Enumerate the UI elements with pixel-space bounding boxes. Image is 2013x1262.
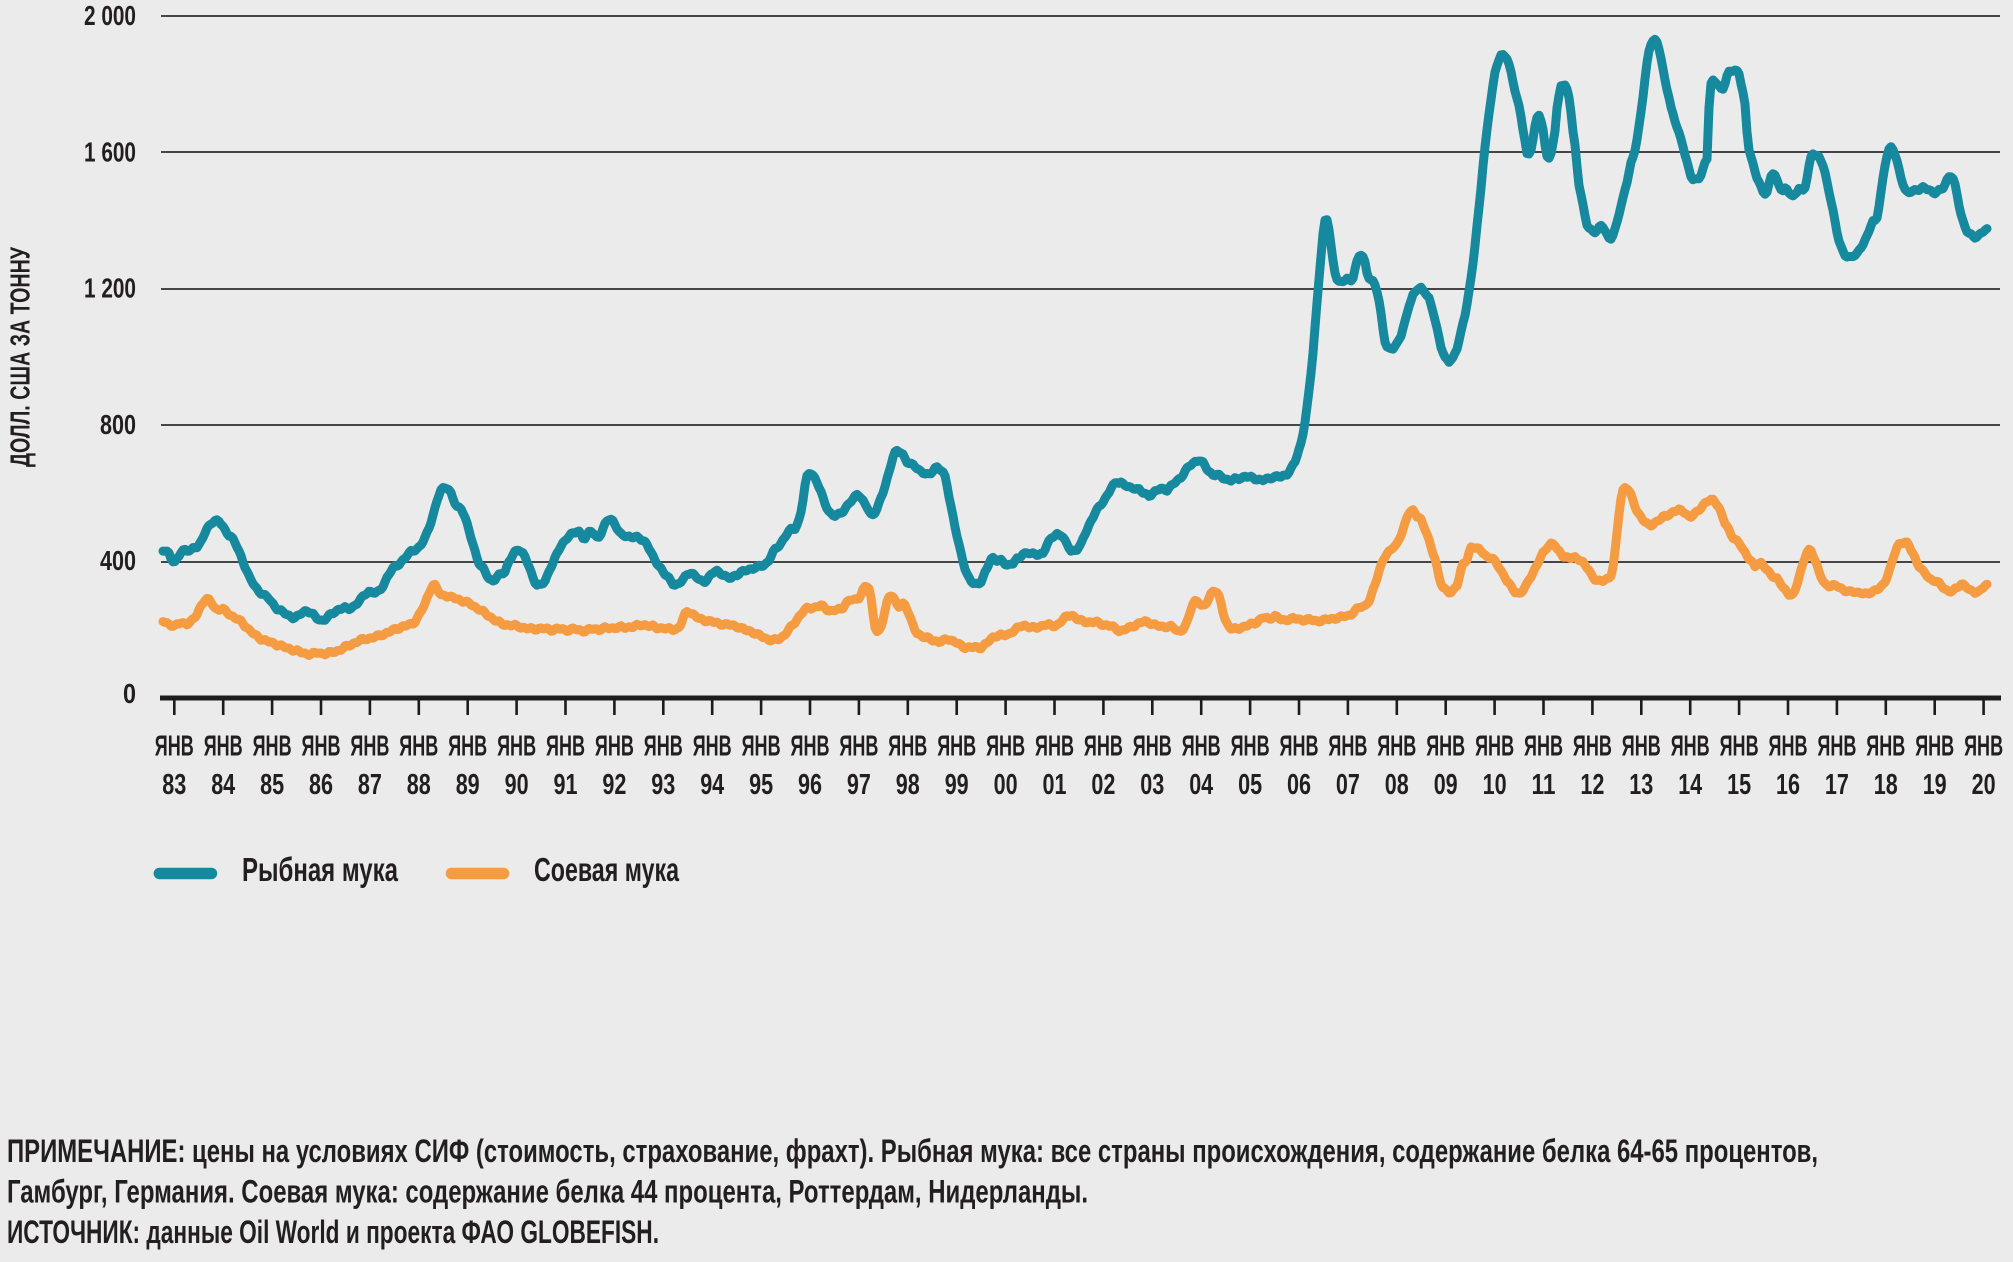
svg-text:84: 84 bbox=[211, 769, 235, 801]
svg-text:92: 92 bbox=[602, 769, 626, 801]
svg-text:19: 19 bbox=[1923, 769, 1947, 801]
svg-text:ЯНВ: ЯНВ bbox=[1671, 731, 1710, 763]
svg-text:ЯНВ: ЯНВ bbox=[1182, 731, 1221, 763]
svg-text:ЯНВ: ЯНВ bbox=[448, 731, 487, 763]
svg-text:ЯНВ: ЯНВ bbox=[1573, 731, 1612, 763]
svg-text:15: 15 bbox=[1727, 769, 1751, 801]
svg-text:03: 03 bbox=[1140, 769, 1164, 801]
svg-text:86: 86 bbox=[309, 769, 333, 801]
svg-text:ЯНВ: ЯНВ bbox=[1328, 731, 1367, 763]
svg-text:02: 02 bbox=[1091, 769, 1115, 801]
svg-text:ЯНВ: ЯНВ bbox=[302, 731, 341, 763]
svg-text:97: 97 bbox=[847, 769, 871, 801]
svg-text:ЯНВ: ЯНВ bbox=[742, 731, 781, 763]
svg-text:13: 13 bbox=[1629, 769, 1653, 801]
svg-text:ЯНВ: ЯНВ bbox=[791, 731, 830, 763]
svg-text:ЯНВ: ЯНВ bbox=[1280, 731, 1319, 763]
svg-text:ЯНВ: ЯНВ bbox=[1133, 731, 1172, 763]
svg-text:ЯНВ: ЯНВ bbox=[1377, 731, 1416, 763]
svg-text:18: 18 bbox=[1874, 769, 1898, 801]
svg-text:95: 95 bbox=[749, 769, 773, 801]
svg-text:ДОЛЛ. США ЗА ТОННУ: ДОЛЛ. США ЗА ТОННУ bbox=[5, 247, 36, 467]
svg-text:20: 20 bbox=[1972, 769, 1996, 801]
svg-text:Гамбург, Германия. Соевая мука: Гамбург, Германия. Соевая мука: содержан… bbox=[7, 1174, 1088, 1210]
svg-text:87: 87 bbox=[358, 769, 382, 801]
svg-text:17: 17 bbox=[1825, 769, 1849, 801]
svg-text:Рыбная мука: Рыбная мука bbox=[242, 851, 398, 888]
svg-text:09: 09 bbox=[1434, 769, 1458, 801]
svg-text:ЯНВ: ЯНВ bbox=[497, 731, 536, 763]
svg-text:ЯНВ: ЯНВ bbox=[1720, 731, 1759, 763]
svg-text:05: 05 bbox=[1238, 769, 1262, 801]
svg-text:ЯНВ: ЯНВ bbox=[937, 731, 976, 763]
svg-text:ЯНВ: ЯНВ bbox=[888, 731, 927, 763]
svg-text:00: 00 bbox=[994, 769, 1018, 801]
svg-text:ЯНВ: ЯНВ bbox=[1084, 731, 1123, 763]
svg-text:06: 06 bbox=[1287, 769, 1311, 801]
svg-text:ЯНВ: ЯНВ bbox=[1426, 731, 1465, 763]
svg-text:99: 99 bbox=[945, 769, 969, 801]
svg-text:ЯНВ: ЯНВ bbox=[1817, 731, 1856, 763]
svg-text:ЯНВ: ЯНВ bbox=[1524, 731, 1563, 763]
svg-text:ЯНВ: ЯНВ bbox=[644, 731, 683, 763]
svg-text:2 000: 2 000 bbox=[84, 0, 136, 31]
svg-text:ЯНВ: ЯНВ bbox=[253, 731, 292, 763]
svg-text:ЯНВ: ЯНВ bbox=[399, 731, 438, 763]
svg-text:1 600: 1 600 bbox=[84, 136, 136, 167]
svg-text:ЯНВ: ЯНВ bbox=[1035, 731, 1074, 763]
svg-text:01: 01 bbox=[1043, 769, 1067, 801]
svg-text:14: 14 bbox=[1678, 769, 1702, 801]
svg-text:93: 93 bbox=[651, 769, 675, 801]
svg-text:90: 90 bbox=[505, 769, 529, 801]
svg-text:89: 89 bbox=[456, 769, 480, 801]
svg-text:ЯНВ: ЯНВ bbox=[839, 731, 878, 763]
svg-text:ЯНВ: ЯНВ bbox=[1622, 731, 1661, 763]
svg-text:800: 800 bbox=[100, 409, 136, 440]
svg-text:08: 08 bbox=[1385, 769, 1409, 801]
svg-text:16: 16 bbox=[1776, 769, 1800, 801]
svg-text:04: 04 bbox=[1189, 769, 1213, 801]
svg-text:ЯНВ: ЯНВ bbox=[595, 731, 634, 763]
svg-text:88: 88 bbox=[407, 769, 431, 801]
svg-text:0: 0 bbox=[123, 678, 136, 709]
svg-text:ПРИМЕЧАНИЕ: цены на условиях С: ПРИМЕЧАНИЕ: цены на условиях СИФ (стоимо… bbox=[7, 1133, 1818, 1169]
svg-text:94: 94 bbox=[700, 769, 724, 801]
svg-text:10: 10 bbox=[1483, 769, 1507, 801]
svg-text:ЯНВ: ЯНВ bbox=[155, 731, 194, 763]
svg-text:ЯНВ: ЯНВ bbox=[204, 731, 243, 763]
svg-text:400: 400 bbox=[100, 545, 136, 576]
svg-text:ЯНВ: ЯНВ bbox=[1915, 731, 1954, 763]
svg-text:ЯНВ: ЯНВ bbox=[986, 731, 1025, 763]
svg-text:12: 12 bbox=[1580, 769, 1604, 801]
svg-text:ЯНВ: ЯНВ bbox=[350, 731, 389, 763]
svg-text:ЯНВ: ЯНВ bbox=[1964, 731, 2003, 763]
svg-text:91: 91 bbox=[554, 769, 578, 801]
svg-text:85: 85 bbox=[260, 769, 284, 801]
svg-text:ЯНВ: ЯНВ bbox=[1231, 731, 1270, 763]
svg-text:96: 96 bbox=[798, 769, 822, 801]
svg-text:ЯНВ: ЯНВ bbox=[693, 731, 732, 763]
svg-text:ЯНВ: ЯНВ bbox=[1769, 731, 1808, 763]
svg-text:11: 11 bbox=[1532, 769, 1556, 801]
svg-text:83: 83 bbox=[162, 769, 186, 801]
svg-text:07: 07 bbox=[1336, 769, 1360, 801]
svg-text:ЯНВ: ЯНВ bbox=[1475, 731, 1514, 763]
svg-text:ЯНВ: ЯНВ bbox=[1866, 731, 1905, 763]
svg-text:1 200: 1 200 bbox=[84, 273, 136, 304]
svg-text:ИСТОЧНИК: данные Oil World и п: ИСТОЧНИК: данные Oil World и проекта ФАО… bbox=[7, 1214, 659, 1250]
svg-text:Соевая мука: Соевая мука bbox=[534, 851, 679, 888]
svg-text:ЯНВ: ЯНВ bbox=[546, 731, 585, 763]
svg-text:98: 98 bbox=[896, 769, 920, 801]
